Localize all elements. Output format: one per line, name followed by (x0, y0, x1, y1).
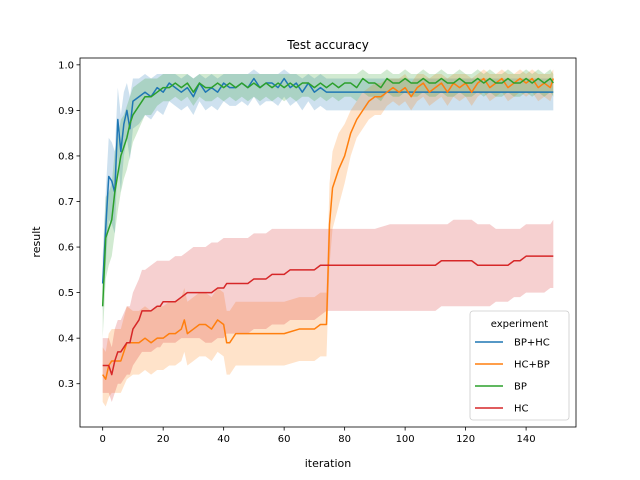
y-tick-label: 1.0 (58, 60, 74, 71)
line-hc-plus-bp (102, 77, 555, 380)
legend-title: experiment (491, 319, 549, 330)
y-tick-label: 0.9 (58, 106, 74, 117)
legend-label-hc-plus-bp: HC+BP (514, 360, 550, 371)
plot-area (101, 69, 555, 407)
legend: experiment BP+HC HC+BP BP HC (469, 310, 570, 421)
x-tick-label: 100 (396, 434, 415, 445)
legend-items: BP+HC HC+BP BP HC (475, 338, 550, 415)
line-bp (101, 77, 554, 307)
y-tick-label: 0.5 (58, 288, 74, 299)
x-tick-label: 0 (99, 434, 105, 445)
x-tick-label: 40 (217, 434, 230, 445)
x-tick-label: 140 (517, 434, 536, 445)
x-axis-label: iteration (305, 457, 351, 470)
legend-label-bp: BP (514, 382, 527, 393)
band-hc (102, 219, 554, 402)
x-tick-label: 20 (157, 434, 170, 445)
x-tick-label: 60 (278, 434, 291, 445)
x-tick-label: 80 (338, 434, 351, 445)
y-axis-label: result (30, 226, 43, 258)
legend-box (469, 310, 570, 421)
y-tick-label: 0.4 (58, 334, 74, 345)
y-axis: 0.3 0.4 0.5 0.6 0.7 0.8 0.9 1.0 (58, 60, 80, 390)
y-tick-label: 0.8 (58, 151, 74, 162)
x-tick-label: 120 (456, 434, 475, 445)
y-tick-label: 0.7 (58, 197, 74, 208)
line-hc (102, 255, 554, 376)
y-tick-label: 0.3 (58, 379, 74, 390)
y-tick-label: 0.6 (58, 243, 74, 254)
axes-frame (79, 57, 577, 428)
x-axis: 0 20 40 60 80 100 120 140 (99, 427, 536, 445)
legend-label-hc: HC (514, 404, 529, 415)
chart-title: Test accuracy (286, 38, 369, 52)
legend-label-bp-plus-hc: BP+HC (514, 338, 550, 349)
